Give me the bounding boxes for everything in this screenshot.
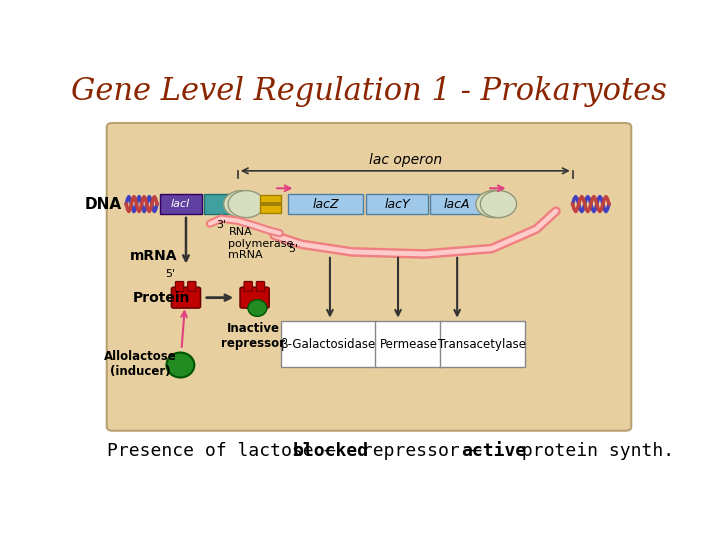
Text: Inactive
repressor: Inactive repressor: [221, 322, 285, 350]
Ellipse shape: [228, 191, 264, 218]
Text: 5': 5': [288, 244, 298, 254]
Text: 3': 3': [217, 220, 227, 230]
Text: lacA: lacA: [444, 198, 470, 211]
FancyBboxPatch shape: [107, 123, 631, 431]
FancyBboxPatch shape: [366, 194, 428, 214]
Text: Transacetylase: Transacetylase: [438, 338, 526, 350]
Text: blocked: blocked: [292, 442, 369, 461]
Text: DNA: DNA: [85, 197, 122, 212]
Text: protein synth.: protein synth.: [511, 442, 675, 461]
Ellipse shape: [224, 191, 260, 218]
Text: repressor –: repressor –: [351, 442, 492, 461]
Text: Permease: Permease: [379, 338, 438, 350]
FancyBboxPatch shape: [160, 194, 202, 214]
FancyBboxPatch shape: [176, 281, 184, 292]
Text: lacI: lacI: [171, 199, 190, 209]
Text: lacY: lacY: [384, 198, 410, 211]
FancyBboxPatch shape: [171, 287, 200, 308]
Text: lac operon: lac operon: [369, 153, 442, 167]
Ellipse shape: [248, 300, 267, 316]
Text: RNA
polymerase
mRNA: RNA polymerase mRNA: [228, 227, 294, 260]
FancyBboxPatch shape: [440, 321, 525, 367]
Ellipse shape: [480, 191, 516, 218]
FancyBboxPatch shape: [282, 321, 377, 367]
FancyBboxPatch shape: [374, 321, 443, 367]
Text: β-Galactosidase: β-Galactosidase: [282, 338, 377, 350]
Text: Presence of lactose –: Presence of lactose –: [107, 442, 346, 461]
Bar: [260, 202, 282, 206]
FancyBboxPatch shape: [204, 194, 233, 214]
Ellipse shape: [476, 191, 512, 218]
Text: Allolactose
(inducer): Allolactose (inducer): [104, 349, 176, 377]
Text: 5': 5': [166, 268, 176, 279]
FancyBboxPatch shape: [431, 194, 483, 214]
Text: Gene Level Regulation 1 - Prokaryotes: Gene Level Regulation 1 - Prokaryotes: [71, 76, 667, 107]
Text: mRNA: mRNA: [130, 249, 178, 263]
Text: lacZ: lacZ: [312, 198, 339, 211]
FancyBboxPatch shape: [188, 281, 196, 292]
FancyBboxPatch shape: [240, 287, 269, 308]
FancyBboxPatch shape: [256, 281, 265, 292]
FancyBboxPatch shape: [288, 194, 364, 214]
Ellipse shape: [166, 353, 194, 377]
FancyBboxPatch shape: [244, 281, 253, 292]
Text: Protein: Protein: [132, 291, 190, 305]
FancyBboxPatch shape: [260, 195, 282, 213]
Text: active: active: [461, 442, 526, 461]
